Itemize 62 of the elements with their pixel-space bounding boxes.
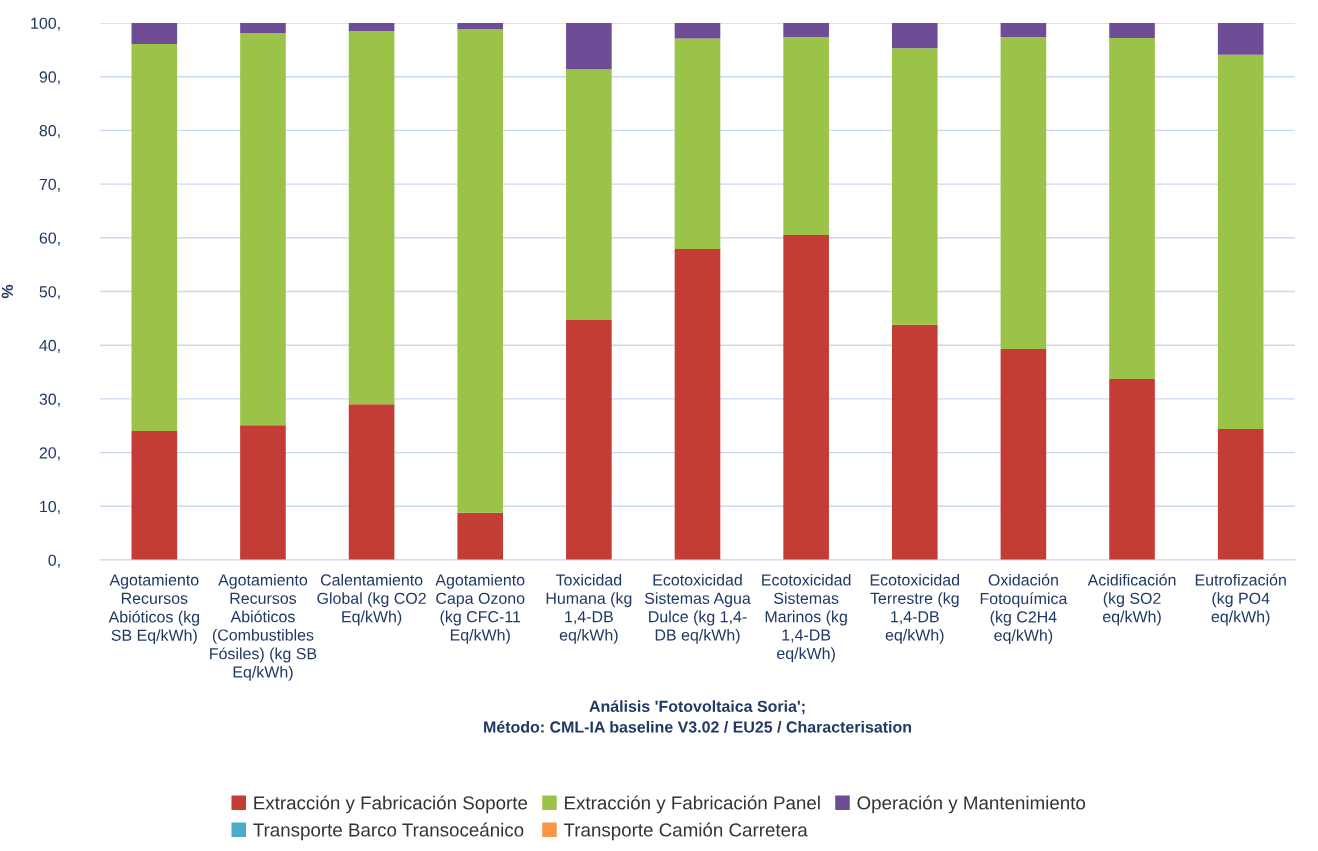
y-axis-title: % xyxy=(1,284,13,299)
bar xyxy=(457,23,504,29)
bar xyxy=(783,235,829,560)
bar xyxy=(457,28,504,513)
bar xyxy=(1109,379,1155,560)
bar xyxy=(240,33,286,426)
x-axis-title: Análisis 'Fotovoltaica Soria'; Método: CML-IA baseline V3.02 / EU25 / Characterisation xyxy=(484,700,912,733)
legend-label: Transporte Barco Transoceánico xyxy=(253,822,524,841)
bar xyxy=(131,23,178,44)
bar xyxy=(674,38,721,250)
bar xyxy=(783,36,829,236)
x-tick-label: Ecotoxicidad Sistemas Agua Dulce (kg 1,4- DB eq/kWh) xyxy=(644,573,751,644)
bar xyxy=(348,23,395,32)
bar xyxy=(1217,23,1264,55)
legend-label: Transporte Camión Carretera xyxy=(563,822,808,841)
y-tick-label: 80, xyxy=(39,125,60,139)
bar xyxy=(674,249,721,560)
x-tick-label: Acidificación (kg SO2 eq/kWh) xyxy=(1087,573,1176,626)
x-tick-label: Ecotoxicidad Terrestre (kg 1,4-DB eq/kWh) xyxy=(870,573,960,644)
x-tick-label: Oxidación Fotoquímica (kg C2H4 eq/kWh) xyxy=(980,573,1068,645)
bar xyxy=(131,431,178,560)
y-tick-label: 100, xyxy=(31,17,60,31)
bar xyxy=(240,425,286,560)
bar xyxy=(348,404,395,560)
x-tick-label: Ecotoxicidad Sistemas Marinos (kg 1,4-DB eq/kWh) xyxy=(762,573,851,663)
bar xyxy=(1000,36,1047,349)
legend-label: Operación y Mantenimiento xyxy=(857,795,1086,814)
y-tick-label: 50, xyxy=(39,286,60,300)
bar xyxy=(1000,23,1047,37)
bar xyxy=(566,319,612,560)
x-tick-label: Calentamiento Global (kg CO2 Eq/kWh) xyxy=(317,573,426,626)
bar xyxy=(240,23,286,34)
bar xyxy=(1217,428,1264,560)
x-tick-label: Agotamiento Recursos Abióticos (kg SB Eq/kWh) xyxy=(108,573,200,645)
y-tick-label: 70, xyxy=(39,178,60,192)
y-tick-label: 60, xyxy=(39,232,60,246)
y-tick-label: 30, xyxy=(39,393,60,407)
bar xyxy=(131,43,178,432)
bar xyxy=(1000,348,1047,560)
bar xyxy=(891,324,938,560)
y-tick-label: 40, xyxy=(39,339,60,354)
x-tick-label: Agotamiento Capa Ozono (kg CFC-11 Eq/kWh) xyxy=(435,573,525,644)
bar xyxy=(457,512,504,560)
bar xyxy=(1109,38,1155,380)
bar xyxy=(891,48,938,325)
bar xyxy=(566,69,612,320)
bar xyxy=(566,23,612,70)
x-tick-label: Toxicidad Humana (kg 1,4-DB eq/kWh) xyxy=(546,573,632,644)
bar xyxy=(1217,54,1264,429)
x-tick-label: Eutrofización (kg PO4 eq/kWh) xyxy=(1195,573,1286,626)
y-tick-label: 90, xyxy=(39,71,60,85)
y-tick-label: 20, xyxy=(39,447,60,461)
bar xyxy=(783,23,829,37)
bar xyxy=(1109,23,1155,39)
legend-label: Extracción y Fabricación Soporte xyxy=(254,795,528,814)
x-tick-label: Agotamiento Recursos Abióticos (Combustibles Fósiles) (kg SB Eq/kWh) xyxy=(210,573,317,681)
y-tick-label: 10, xyxy=(40,500,60,515)
bar xyxy=(348,31,395,405)
y-tick-label: 0, xyxy=(48,554,60,568)
bar xyxy=(891,23,938,49)
bar xyxy=(674,23,721,39)
legend-label: Extracción y Fabricación Panel xyxy=(565,795,820,814)
